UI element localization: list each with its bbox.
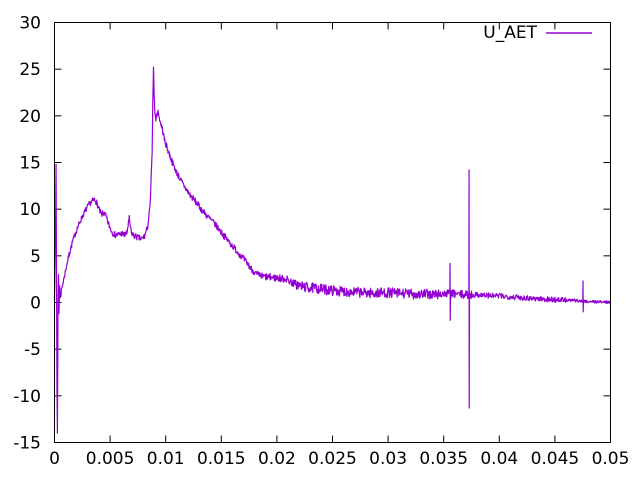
x-tick-label: 0 xyxy=(49,449,60,469)
x-tick-label: 0.045 xyxy=(531,449,580,469)
y-tick-label: 15 xyxy=(19,154,41,174)
y-tick-label: 0 xyxy=(30,294,41,314)
x-tick-label: 0.04 xyxy=(480,449,518,469)
x-tick-label: 0.03 xyxy=(369,449,407,469)
plot-border xyxy=(54,22,611,443)
x-tick-label: 0.015 xyxy=(197,449,246,469)
x-tick-label: 0.05 xyxy=(592,449,630,469)
y-tick-label: -10 xyxy=(13,387,41,407)
y-tick-label: 25 xyxy=(19,60,41,80)
y-tick-label: 10 xyxy=(19,200,41,220)
y-tick-label: 20 xyxy=(19,107,41,127)
y-tick-label: -5 xyxy=(24,340,41,360)
axes: 0 0.005 0.01 0.015 0.02 0.025 0.03 0.035 0.04 0.0… xyxy=(13,14,629,470)
series-line-u-aet xyxy=(53,66,612,434)
y-tick-label: 5 xyxy=(30,247,41,267)
series-lines xyxy=(53,66,612,434)
legend: U_AET xyxy=(483,23,592,43)
x-tick-label: 0.005 xyxy=(86,449,135,469)
x-tick-label: 0.01 xyxy=(147,449,185,469)
x-tick-label: 0.025 xyxy=(308,449,357,469)
x-tick-label: 0.02 xyxy=(258,449,296,469)
x-tick-label: 0.035 xyxy=(419,449,468,469)
legend-label: U_AET xyxy=(483,23,537,43)
y-tick-label: 30 xyxy=(19,14,41,34)
y-tick-label: -15 xyxy=(13,434,41,454)
